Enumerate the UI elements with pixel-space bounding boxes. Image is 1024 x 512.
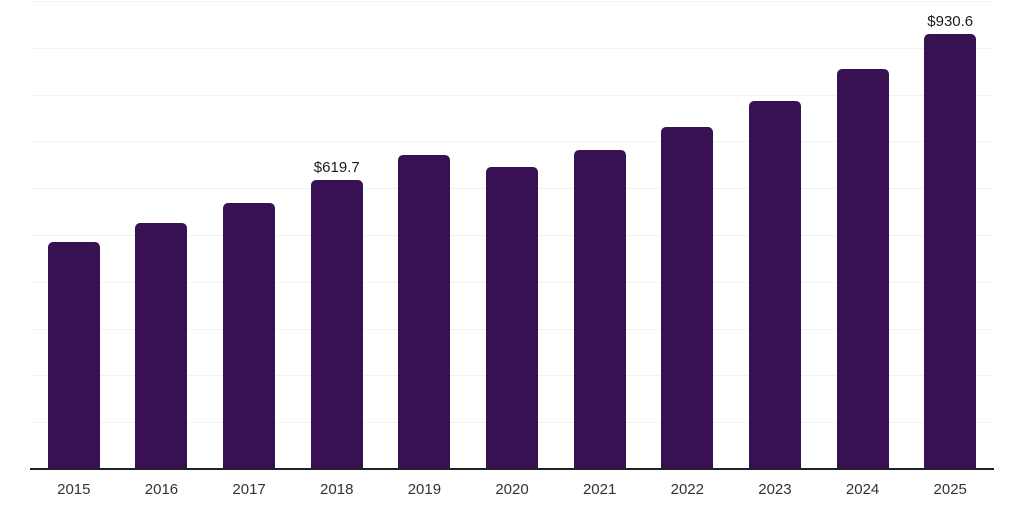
bar-2017 — [223, 202, 276, 470]
bar-2021 — [573, 149, 626, 470]
x-axis-label-2018: 2018 — [320, 481, 354, 498]
x-axis-label-2022: 2022 — [670, 481, 704, 498]
x-axis-label-2024: 2024 — [845, 481, 880, 498]
x-axis-label-2025: 2025 — [933, 481, 967, 498]
bar-2015 — [47, 242, 100, 470]
x-axis-labels: 2015 2016 2017 2018 2019 2020 2021 2022 2023 2024… — [30, 481, 994, 505]
x-axis-label-2017: 2017 — [232, 481, 266, 498]
x-axis-label-2019: 2019 — [407, 481, 442, 498]
x-axis-label-2020: 2020 — [495, 481, 529, 498]
bar-2020 — [486, 166, 539, 470]
bar-2022 — [661, 126, 714, 470]
bar-2024 — [836, 69, 889, 470]
bar-2018: $619.7 — [310, 160, 363, 470]
bar-group-2023 — [731, 2, 819, 470]
bar-2019 — [398, 155, 451, 470]
bar-2023 — [748, 100, 801, 470]
bar-group-2025: $930.6 — [906, 2, 994, 470]
x-axis-label-2021: 2021 — [582, 481, 617, 498]
value-label-2025: $930.6 — [927, 13, 974, 31]
value-label-2018: $619.7 — [313, 158, 360, 176]
bar-group-2022 — [643, 2, 731, 470]
x-axis-label-2016: 2016 — [144, 481, 179, 498]
bar-group-2017 — [205, 2, 293, 470]
x-axis-line — [30, 468, 994, 470]
bars-container: $619.7 $930.6 — [30, 2, 994, 470]
x-axis-label-2015: 2015 — [57, 481, 91, 498]
bar-group-2016 — [118, 2, 206, 470]
bar-group-2018: $619.7 — [293, 2, 381, 470]
bar-group-2020 — [468, 2, 556, 470]
bar-group-2024 — [819, 2, 907, 470]
bar-group-2019 — [381, 2, 469, 470]
plot-area: $619.7 $930.6 — [30, 1, 994, 470]
bar-2016 — [135, 223, 188, 470]
bar-group-2021 — [556, 2, 644, 470]
bar-2025: $930.6 — [924, 14, 977, 470]
x-axis-label-2023: 2023 — [758, 481, 792, 498]
bar-group-2015 — [30, 2, 118, 470]
